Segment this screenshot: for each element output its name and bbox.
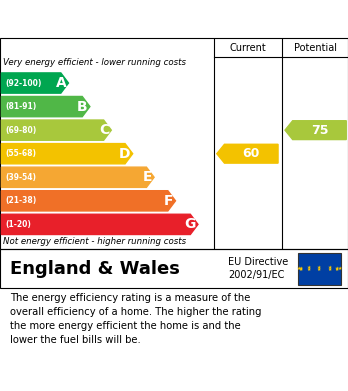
Polygon shape	[1, 143, 133, 164]
Text: (81-91): (81-91)	[6, 102, 37, 111]
Text: (21-38): (21-38)	[6, 196, 37, 205]
Text: ★: ★	[335, 265, 340, 271]
Text: ★: ★	[307, 265, 311, 270]
Text: A: A	[56, 76, 66, 90]
Text: The energy efficiency rating is a measure of the
overall efficiency of a home. T: The energy efficiency rating is a measur…	[10, 293, 262, 345]
Polygon shape	[1, 167, 154, 187]
Polygon shape	[1, 120, 111, 140]
Text: G: G	[184, 217, 196, 231]
Polygon shape	[1, 214, 198, 235]
Text: ★: ★	[299, 265, 303, 271]
Text: B: B	[77, 100, 88, 114]
Polygon shape	[217, 144, 278, 163]
Text: Energy Efficiency Rating: Energy Efficiency Rating	[10, 13, 232, 27]
Text: ★: ★	[327, 265, 332, 270]
Text: ★: ★	[307, 267, 311, 272]
Polygon shape	[1, 97, 90, 117]
Polygon shape	[285, 121, 346, 140]
Text: (92-100): (92-100)	[6, 79, 42, 88]
Text: (1-20): (1-20)	[6, 220, 31, 229]
Text: Current: Current	[230, 43, 267, 53]
Text: (55-68): (55-68)	[6, 149, 37, 158]
Text: ★: ★	[299, 267, 303, 272]
Text: England & Wales: England & Wales	[10, 260, 180, 278]
Text: ★: ★	[327, 267, 332, 272]
Polygon shape	[1, 73, 69, 93]
Text: ★: ★	[338, 266, 342, 271]
Polygon shape	[1, 191, 175, 211]
Text: ★: ★	[335, 267, 340, 272]
Text: 75: 75	[311, 124, 328, 136]
Text: EU Directive
2002/91/EC: EU Directive 2002/91/EC	[228, 257, 288, 280]
Text: (69-80): (69-80)	[6, 126, 37, 135]
Text: Potential: Potential	[294, 43, 337, 53]
Text: (39-54): (39-54)	[6, 173, 37, 182]
Text: Not energy efficient - higher running costs: Not energy efficient - higher running co…	[3, 237, 187, 246]
Text: ★: ★	[296, 266, 301, 271]
Text: Very energy efficient - lower running costs: Very energy efficient - lower running co…	[3, 58, 187, 67]
Text: F: F	[164, 194, 173, 208]
Text: D: D	[119, 147, 130, 161]
Text: ★: ★	[317, 265, 322, 270]
Text: C: C	[99, 123, 109, 137]
Text: E: E	[143, 170, 152, 184]
Text: ★: ★	[317, 267, 322, 273]
Text: 60: 60	[243, 147, 260, 160]
Bar	[298, 253, 341, 285]
